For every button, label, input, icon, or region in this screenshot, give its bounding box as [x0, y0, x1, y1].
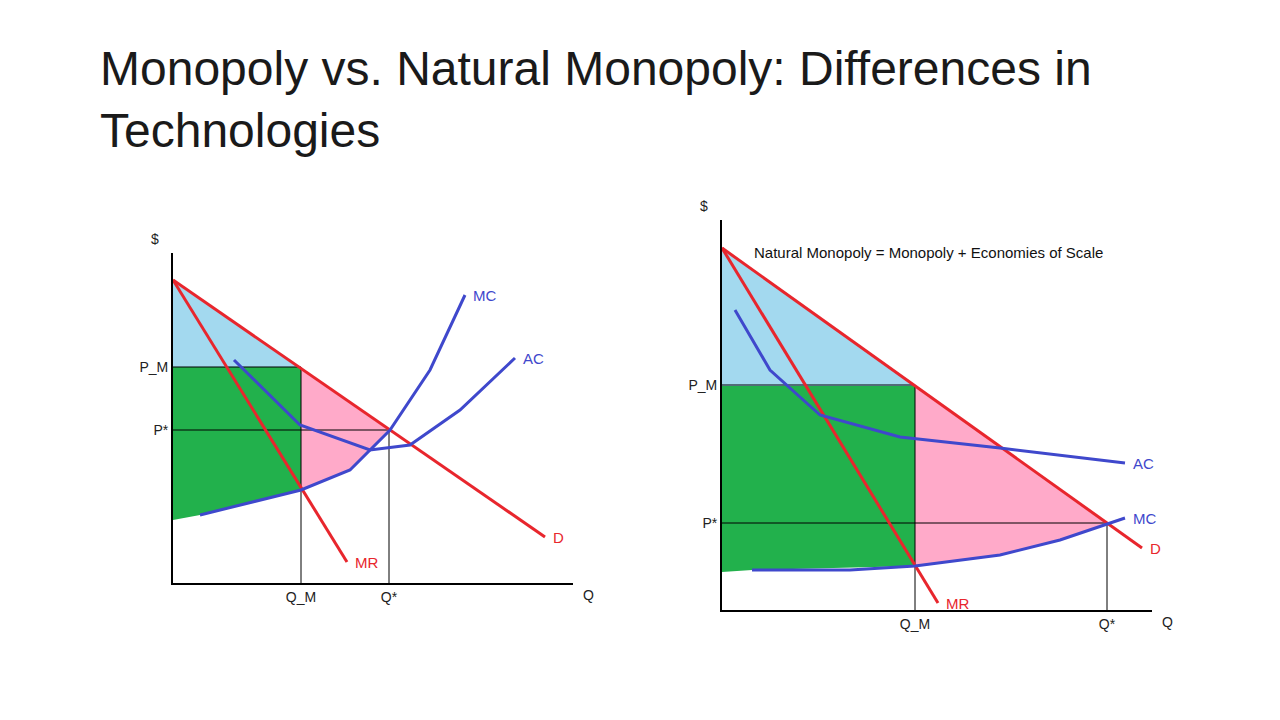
svg-text:P_M: P_M [139, 359, 168, 375]
svg-text:Q_M: Q_M [286, 589, 316, 605]
svg-text:MC: MC [1133, 510, 1156, 527]
svg-text:MR: MR [355, 554, 378, 571]
svg-text:AC: AC [523, 350, 544, 367]
svg-text:Q*: Q* [381, 589, 398, 605]
svg-text:Natural Monopoly = Monopoly +: Natural Monopoly = Monopoly + Economies … [754, 244, 1103, 261]
svg-text:P*: P* [702, 515, 717, 531]
svg-text:$: $ [151, 231, 159, 247]
html-text:Monopoly vs. Natural Monopoly:: Monopoly vs. Natural Monopoly: Differenc… [100, 42, 1092, 157]
svg-text:P*: P* [153, 422, 168, 438]
svg-text:Q: Q [583, 587, 594, 603]
svg-text:MC: MC [473, 287, 496, 304]
svg-text:Q*: Q* [1099, 616, 1116, 632]
svg-text:P_M: P_M [688, 377, 717, 393]
svg-text:$: $ [700, 198, 708, 214]
svg-text:MR: MR [946, 595, 969, 612]
svg-text:Q: Q [1162, 614, 1173, 630]
svg-text:D: D [1150, 540, 1161, 557]
svg-text:Q_M: Q_M [900, 616, 930, 632]
svg-text:D: D [553, 529, 564, 546]
svg-text:AC: AC [1133, 455, 1154, 472]
